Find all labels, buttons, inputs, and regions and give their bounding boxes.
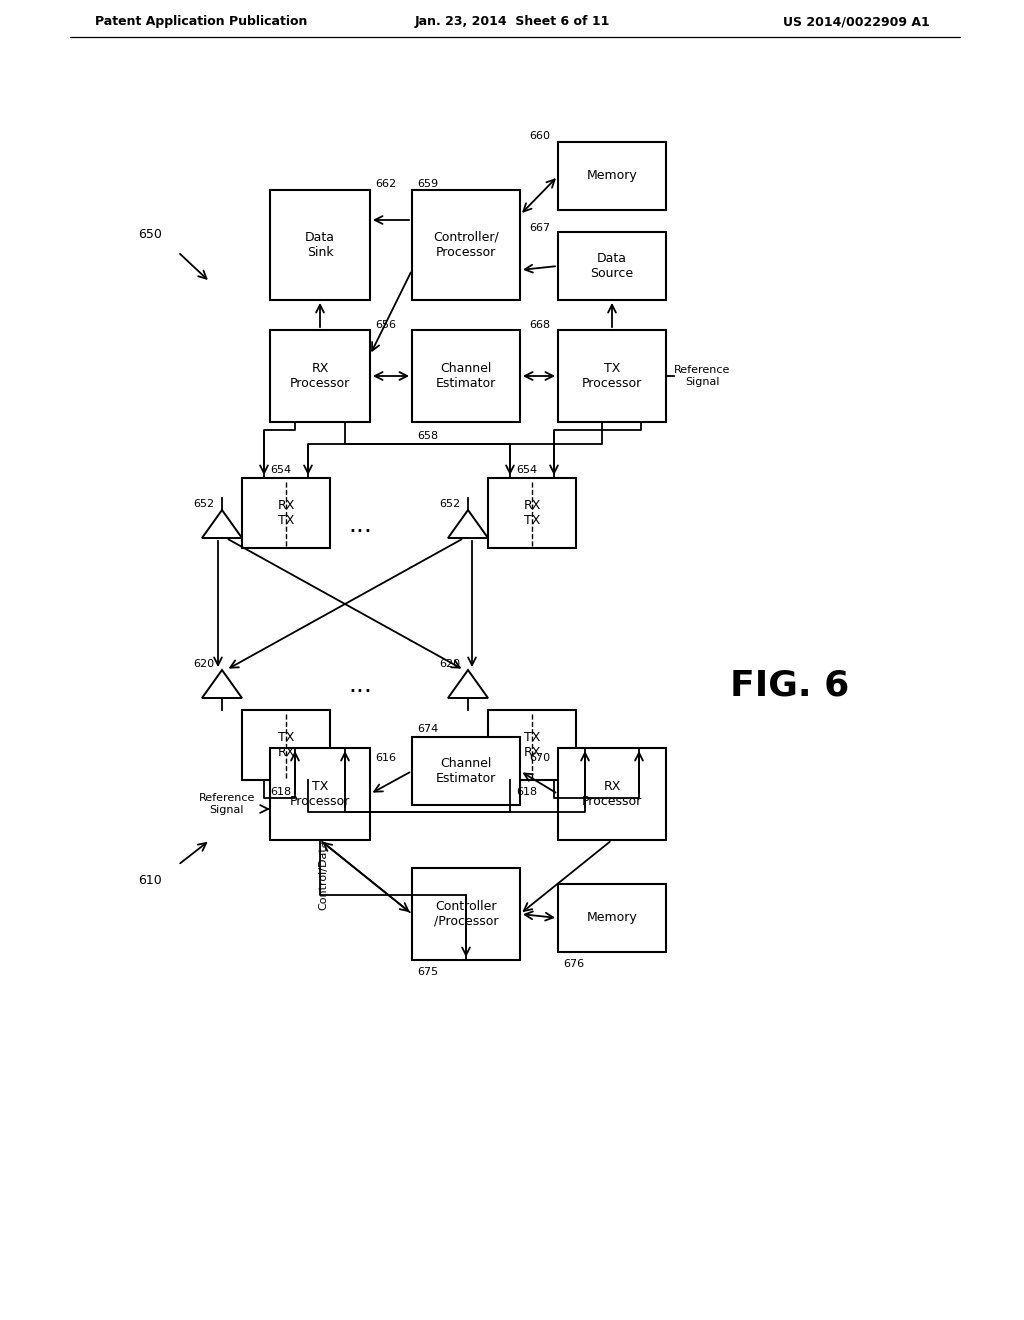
Text: Channel
Estimator: Channel Estimator (436, 756, 496, 785)
Text: 654: 654 (270, 465, 292, 475)
Text: 652: 652 (193, 499, 214, 510)
Bar (558, 143, 666, 210)
Bar (270, 330, 370, 422)
Text: ...: ... (348, 673, 372, 697)
Text: TX
Processor: TX Processor (582, 362, 642, 389)
Text: 652: 652 (439, 499, 460, 510)
Text: 618: 618 (516, 787, 538, 797)
Text: 662: 662 (375, 180, 396, 189)
Text: 660: 660 (529, 131, 550, 141)
Text: RX
TX: RX TX (523, 499, 541, 527)
Text: 618: 618 (270, 787, 292, 797)
Text: Memory: Memory (587, 912, 637, 924)
Bar (558, 232, 666, 300)
Text: Patent Application Publication: Patent Application Publication (95, 16, 307, 29)
Text: 659: 659 (417, 180, 438, 189)
Text: Controller/
Processor: Controller/ Processor (433, 231, 499, 259)
Text: 650: 650 (138, 228, 162, 242)
Bar (412, 330, 520, 422)
Text: RX
TX: RX TX (278, 499, 295, 527)
Bar (242, 710, 330, 780)
Text: Control/Data: Control/Data (318, 840, 328, 911)
Text: 658: 658 (417, 432, 438, 441)
Text: 667: 667 (528, 223, 550, 234)
Text: Reference
Signal: Reference Signal (199, 793, 255, 814)
Text: US 2014/0022909 A1: US 2014/0022909 A1 (783, 16, 930, 29)
Text: Data
Sink: Data Sink (305, 231, 335, 259)
Text: 620: 620 (439, 659, 460, 669)
Bar (412, 737, 520, 805)
Text: 670: 670 (528, 752, 550, 763)
Text: 668: 668 (528, 319, 550, 330)
Text: Controller
/Processor: Controller /Processor (434, 900, 499, 928)
Text: 620: 620 (193, 659, 214, 669)
Text: FIG. 6: FIG. 6 (730, 668, 850, 702)
Text: TX
RX: TX RX (278, 731, 295, 759)
Bar (558, 330, 666, 422)
Text: Jan. 23, 2014  Sheet 6 of 11: Jan. 23, 2014 Sheet 6 of 11 (415, 16, 609, 29)
Text: ...: ... (348, 513, 372, 537)
Bar (558, 748, 666, 840)
Bar (488, 478, 575, 548)
Bar (270, 190, 370, 300)
Text: 676: 676 (563, 960, 584, 969)
Text: Data
Source: Data Source (591, 252, 634, 280)
Bar (412, 869, 520, 960)
Text: Reference
Signal: Reference Signal (674, 366, 730, 387)
Text: 656: 656 (375, 319, 396, 330)
Text: Memory: Memory (587, 169, 637, 182)
Text: RX
Processor: RX Processor (290, 362, 350, 389)
Bar (488, 710, 575, 780)
Text: Channel
Estimator: Channel Estimator (436, 362, 496, 389)
Text: 654: 654 (516, 465, 538, 475)
Text: TX
Processor: TX Processor (290, 780, 350, 808)
Bar (412, 190, 520, 300)
Text: 616: 616 (375, 752, 396, 763)
Bar (242, 478, 330, 548)
Text: 675: 675 (417, 968, 438, 977)
Text: TX
RX: TX RX (523, 731, 541, 759)
Text: 674: 674 (417, 723, 438, 734)
Text: RX
Processor: RX Processor (582, 780, 642, 808)
Text: 610: 610 (138, 874, 162, 887)
Bar (558, 884, 666, 952)
Bar (270, 748, 370, 840)
